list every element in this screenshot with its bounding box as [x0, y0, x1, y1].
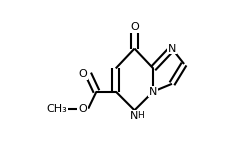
Text: N: N — [168, 43, 176, 54]
Text: O: O — [78, 69, 87, 79]
Text: O: O — [78, 104, 87, 114]
Text: O: O — [130, 22, 139, 32]
Text: N: N — [149, 86, 157, 97]
Text: N: N — [130, 111, 139, 121]
Text: H: H — [137, 111, 144, 120]
Text: CH₃: CH₃ — [46, 104, 67, 114]
